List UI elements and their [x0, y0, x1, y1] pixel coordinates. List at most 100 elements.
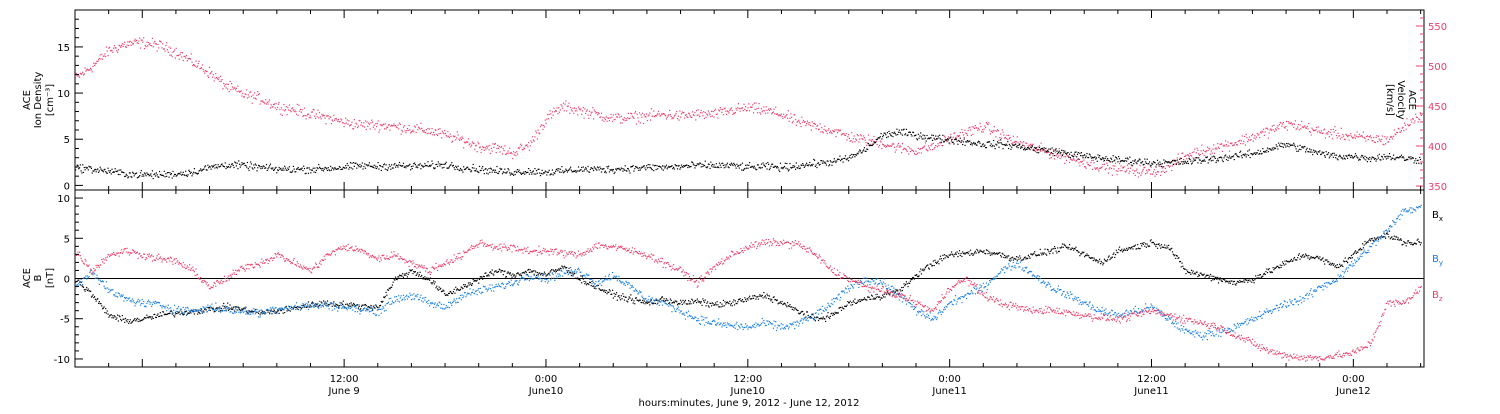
- velocity-point: [251, 96, 252, 97]
- bx-point: [930, 264, 931, 265]
- velocity-point: [1054, 158, 1055, 159]
- velocity-point: [706, 113, 707, 114]
- velocity-point: [235, 89, 236, 90]
- velocity-point: [1227, 141, 1228, 142]
- velocity-point: [575, 110, 576, 111]
- bx-point: [973, 254, 974, 255]
- velocity-point: [272, 106, 273, 107]
- density-point: [517, 169, 518, 170]
- velocity-point: [601, 113, 602, 114]
- bx-point: [1212, 276, 1213, 277]
- density-point: [601, 171, 602, 172]
- density-point: [1114, 160, 1115, 161]
- density-point: [896, 129, 897, 130]
- bx-point: [353, 303, 354, 304]
- velocity-point: [1147, 171, 1148, 172]
- velocity-point: [93, 63, 94, 64]
- bx-point: [394, 280, 395, 281]
- velocity-point: [343, 126, 344, 127]
- density-point: [732, 165, 733, 166]
- bx-point: [647, 303, 648, 304]
- bx-point: [701, 301, 702, 302]
- density-point: [603, 168, 604, 169]
- velocity-point: [580, 108, 581, 109]
- velocity-point: [1342, 134, 1343, 135]
- bx-point: [1195, 273, 1196, 274]
- bx-point: [988, 251, 989, 252]
- density-point: [1103, 158, 1104, 159]
- density-point: [1267, 148, 1268, 149]
- bx-point: [173, 315, 174, 316]
- velocity-point: [713, 111, 714, 112]
- velocity-point: [441, 137, 442, 138]
- density-point: [472, 167, 473, 168]
- velocity-point: [596, 112, 597, 113]
- density-point: [389, 164, 390, 165]
- bx-point: [434, 283, 435, 284]
- velocity-point: [469, 143, 470, 144]
- density-point: [1059, 151, 1060, 152]
- velocity-point: [264, 102, 265, 103]
- density-point: [661, 168, 662, 169]
- velocity-point: [442, 131, 443, 132]
- velocity-point: [699, 116, 700, 117]
- density-point: [1221, 157, 1222, 158]
- velocity-point: [305, 118, 306, 119]
- bx-point: [529, 272, 530, 273]
- density-point: [233, 165, 234, 166]
- density-point: [907, 134, 908, 135]
- density-point: [453, 165, 454, 166]
- density-point: [1105, 156, 1106, 157]
- bx-point: [785, 303, 786, 304]
- density-point: [578, 166, 579, 167]
- density-point: [549, 170, 550, 171]
- density-point: [175, 174, 176, 175]
- velocity-point: [1104, 164, 1105, 165]
- bx-point: [632, 298, 633, 299]
- density-point: [705, 161, 706, 162]
- density-point: [322, 168, 323, 169]
- velocity-point: [219, 81, 220, 82]
- bx-point: [1132, 246, 1133, 247]
- velocity-point: [1244, 136, 1245, 137]
- density-point: [1334, 155, 1335, 156]
- velocity-point: [1121, 170, 1122, 171]
- velocity-point: [447, 131, 448, 132]
- velocity-point: [1189, 153, 1190, 154]
- density-point: [923, 138, 924, 139]
- density-point: [950, 137, 951, 138]
- density-point: [184, 175, 185, 176]
- velocity-point: [950, 134, 951, 135]
- density-point: [623, 168, 624, 169]
- density-point: [814, 160, 815, 161]
- velocity-point: [690, 115, 691, 116]
- density-point: [557, 168, 558, 169]
- bx-point: [907, 286, 908, 287]
- velocity-point: [377, 123, 378, 124]
- bx-point: [261, 312, 262, 313]
- density-point: [953, 142, 954, 143]
- velocity-point: [1375, 142, 1376, 143]
- velocity-point: [561, 104, 562, 105]
- bx-point: [1262, 276, 1263, 277]
- bx-point: [1277, 266, 1278, 267]
- density-point: [782, 168, 783, 169]
- velocity-point: [120, 47, 121, 48]
- velocity-point: [550, 113, 551, 114]
- bx-point: [1033, 253, 1034, 254]
- velocity-point: [1086, 162, 1087, 163]
- velocity-point: [336, 119, 337, 120]
- density-point: [428, 166, 429, 167]
- density-point: [1392, 158, 1393, 159]
- velocity-point: [197, 66, 198, 67]
- bx-point: [435, 287, 436, 288]
- velocity-point: [1219, 148, 1220, 149]
- density-point: [1159, 161, 1160, 162]
- bx-point: [766, 294, 767, 295]
- bx-point: [1100, 263, 1101, 264]
- velocity-point: [613, 114, 614, 115]
- density-point: [260, 166, 261, 167]
- velocity-point: [984, 125, 985, 126]
- velocity-point: [397, 125, 398, 126]
- density-point: [836, 160, 837, 161]
